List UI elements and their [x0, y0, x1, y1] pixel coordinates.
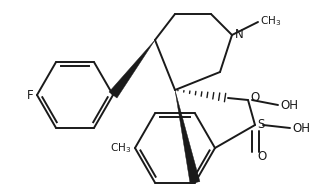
Text: OH: OH	[292, 122, 310, 134]
Polygon shape	[109, 40, 155, 98]
Text: F: F	[26, 89, 33, 102]
Text: N: N	[235, 27, 244, 41]
Text: O: O	[257, 150, 266, 162]
Text: CH$_3$: CH$_3$	[260, 14, 281, 28]
Text: CH$_3$: CH$_3$	[110, 141, 131, 155]
Polygon shape	[175, 90, 200, 184]
Text: OH: OH	[280, 99, 298, 112]
Text: S: S	[257, 119, 264, 132]
Text: O: O	[250, 91, 259, 103]
